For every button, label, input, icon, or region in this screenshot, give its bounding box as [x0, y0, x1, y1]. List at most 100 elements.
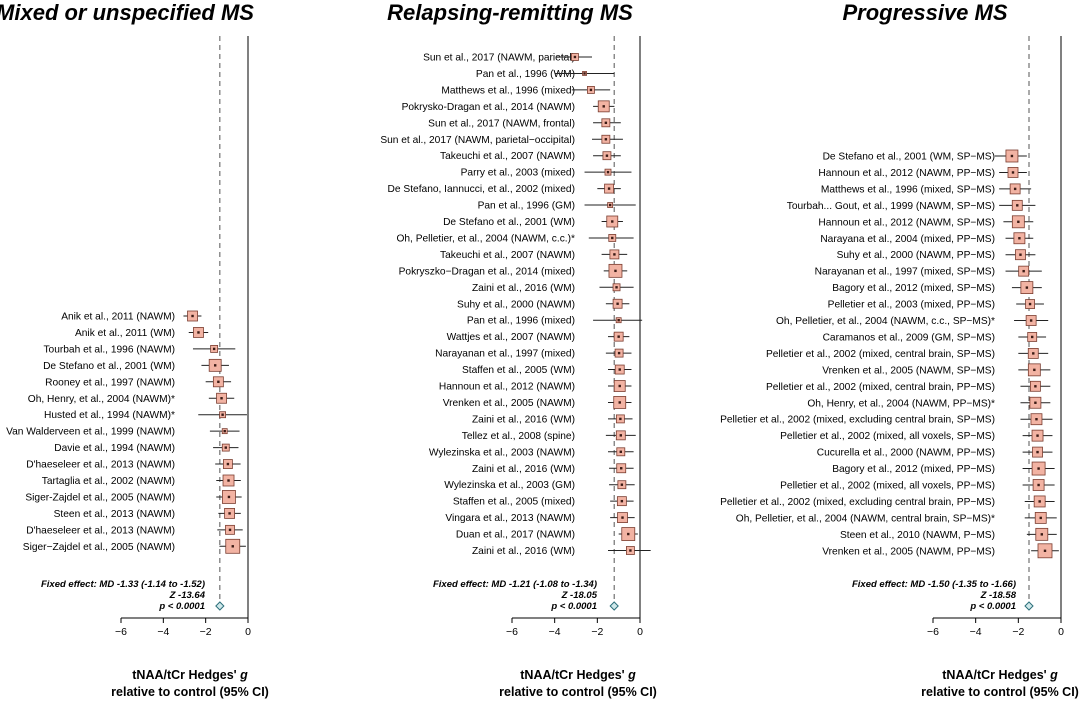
study-label: Takeuchi et al., 2007 (NAWM) [440, 151, 575, 162]
study-label: Tourbah et al., 1996 (NAWM) [43, 344, 175, 355]
study-label: De Stefano et al., 2001 (WM) [43, 361, 175, 372]
point-estimate-dot [226, 462, 230, 466]
point-estimate-dot [618, 384, 621, 388]
study-label: Narayanan et al., 1997 (mixed, SP−MS) [815, 267, 995, 278]
study-label: Matthews et al., 1996 (mixed) [441, 85, 575, 96]
x-tick-label: −2 [1012, 626, 1024, 638]
point-estimate-dot [1010, 154, 1014, 158]
point-estimate-dot [231, 545, 234, 548]
study-label: De Stefano, Iannucci, et al., 2002 (mixe… [388, 184, 575, 195]
point-estimate-dot [608, 203, 612, 207]
study-label: Staffen et al., 2005 (mixed) [453, 497, 575, 508]
study-label: Sun et al., 2017 (NAWM, parietal) [423, 53, 575, 64]
point-estimate-dot [618, 368, 621, 371]
point-estimate-dot [1011, 171, 1015, 174]
point-estimate-dot [1035, 418, 1038, 421]
point-estimate-dot [629, 549, 632, 552]
point-estimate-dot [197, 331, 200, 334]
study-label: De Stefano et al., 2001 (WM, SP−MS) [823, 152, 995, 163]
point-estimate-dot [604, 138, 608, 141]
study-label: Suhy et al., 2000 (NAWM, PP−MS) [837, 250, 995, 261]
point-estimate-dot [620, 483, 624, 486]
point-estimate-dot [607, 187, 611, 190]
study-label: Anik et al., 2011 (NAWM) [61, 312, 175, 323]
study-label: Oh, Pelletier, et al., 2004 (NAWM, c.c.,… [776, 316, 995, 327]
point-estimate-dot [191, 314, 194, 318]
point-estimate-dot [604, 121, 608, 124]
study-label: Caramanos et al., 2009 (GM, SP−MS) [823, 332, 995, 343]
point-estimate-dot [1022, 269, 1025, 273]
point-estimate-dot [227, 495, 231, 499]
study-label: Matthews et al., 1996 (mixed, SP−MS) [821, 184, 995, 195]
study-label: Steen et al., 2010 (NAWM, P−MS) [840, 530, 995, 541]
panel-title: Progressive MS [842, 0, 1007, 25]
study-label: Pelletier et al., 2002 (mixed, central b… [766, 349, 995, 360]
study-label: Suhy et al., 2000 (NAWM) [457, 299, 575, 310]
point-estimate-dot [615, 286, 618, 289]
point-estimate-dot [589, 88, 593, 92]
z-value-text: Z -18.58 [980, 590, 1017, 601]
x-tick-label: −6 [927, 626, 939, 638]
study-label: Takeuchi et al., 2007 (NAWM) [440, 250, 575, 261]
x-tick-label: 0 [637, 626, 643, 638]
study-label: Narayanan et al., 1997 (mixed) [435, 349, 575, 360]
study-label: Pelletier et al., 2002 (mixed, all voxel… [780, 481, 995, 492]
summary-diamond [215, 601, 225, 611]
point-estimate-dot [224, 446, 227, 449]
point-estimate-dot [621, 516, 624, 519]
study-label: Pelletier et al., 2002 (mixed, excluding… [720, 497, 995, 508]
point-estimate-dot [228, 528, 232, 532]
study-label: Siger-Zajdel et al., 2005 (NAWM) [25, 492, 175, 503]
point-estimate-dot [573, 55, 577, 59]
x-tick-label: −6 [115, 626, 127, 638]
point-estimate-dot [1025, 286, 1029, 289]
study-label: Pelletier et al., 2002 (mixed, excluding… [720, 415, 995, 426]
point-estimate-dot [605, 154, 609, 157]
point-estimate-dot [627, 532, 630, 536]
study-label: Anik et al., 2011 (WM) [75, 328, 175, 339]
x-tick-label: 0 [245, 626, 251, 638]
point-estimate-dot [613, 253, 616, 256]
x-tick-label: −4 [970, 626, 982, 638]
point-estimate-dot [611, 220, 614, 223]
point-estimate-dot [620, 467, 623, 470]
study-label: Hannoun et al., 2012 (NAWM) [439, 382, 575, 393]
panel-title: Mixed or unspecified MS [0, 0, 254, 25]
point-estimate-dot [602, 105, 605, 108]
point-estimate-dot [1037, 467, 1040, 470]
study-label: Tellez et al., 2008 (spine) [462, 431, 575, 442]
study-label: Tartaglia et al., 2002 (NAWM) [42, 476, 175, 487]
point-estimate-dot [616, 302, 619, 305]
x-axis-label: tNAA/tCr Hedges' g [132, 668, 248, 682]
panel-title: Relapsing-remitting MS [387, 0, 633, 25]
point-estimate-dot [217, 380, 220, 383]
study-label: Vrenken et al., 2005 (NAWM) [443, 398, 575, 409]
point-estimate-dot [1028, 302, 1032, 306]
study-label: Vingara et al., 2013 (NAWM) [445, 513, 575, 524]
point-estimate-dot [1016, 204, 1019, 207]
fixed-effect-text: Fixed effect: MD -1.33 (-1.14 to -1.52) [41, 579, 205, 590]
point-estimate-dot [1043, 549, 1047, 552]
point-estimate-dot [1036, 450, 1039, 454]
study-label: Sun et al., 2017 (NAWM, parietal−occipit… [380, 135, 575, 146]
study-label: Pan et al., 1996 (GM) [478, 201, 575, 212]
study-label: Pelletier et al., 2003 (mixed, PP−MS) [828, 300, 995, 311]
study-label: Wylezinska et al., 2003 (NAWM) [429, 447, 575, 458]
study-label: Rooney et al., 1997 (NAWM) [45, 377, 175, 388]
point-estimate-dot [619, 434, 622, 437]
study-label: Davie et al., 1994 (NAWM) [54, 443, 175, 454]
point-estimate-dot [220, 397, 223, 400]
point-estimate-dot [617, 319, 620, 322]
point-estimate-dot [1032, 352, 1035, 355]
point-estimate-dot [620, 499, 624, 503]
forest-panel-1: Mixed or unspecified MS Anik et al., 2011… [0, 0, 269, 699]
x-tick-label: 0 [1058, 626, 1064, 638]
point-estimate-dot [1037, 483, 1040, 487]
point-estimate-dot [611, 236, 614, 240]
study-label: Oh, Henry, et al., 2004 (NAWM)* [28, 394, 175, 405]
study-label: D'haeseleer et al., 2013 (NAWM) [26, 525, 175, 536]
study-label: Pokrysko-Dragan et al., 2014 (NAWM) [402, 102, 575, 113]
study-label: Vrenken et al., 2005 (NAWM, PP−MS) [822, 546, 995, 557]
point-estimate-dot [212, 347, 216, 351]
